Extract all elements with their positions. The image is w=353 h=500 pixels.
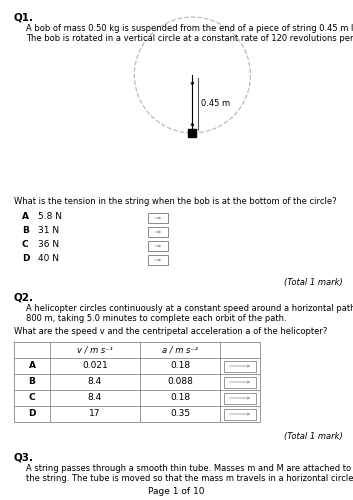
Text: D: D (28, 410, 36, 418)
Bar (148, 255, 168, 265)
Text: 8.4: 8.4 (88, 378, 102, 386)
Text: 5.8 N: 5.8 N (38, 212, 62, 221)
Text: a / m s⁻²: a / m s⁻² (162, 346, 198, 354)
Text: Q3.: Q3. (14, 452, 34, 462)
Text: 0.18: 0.18 (170, 394, 190, 402)
Text: 31 N: 31 N (38, 226, 59, 235)
Text: the string. The tube is moved so that the mass m travels in a horizontal circle : the string. The tube is moved so that th… (26, 474, 353, 483)
Text: C: C (22, 240, 29, 249)
Bar (148, 213, 168, 223)
Text: The bob is rotated in a vertical circle at a constant rate of 120 revolutions pe: The bob is rotated in a vertical circle … (26, 34, 353, 43)
Text: A: A (29, 362, 36, 370)
Text: A helicopter circles continuously at a constant speed around a horizontal path o: A helicopter circles continuously at a c… (26, 304, 353, 313)
Text: Page 1 of 10: Page 1 of 10 (148, 487, 205, 496)
Text: 0.021: 0.021 (82, 362, 108, 370)
Text: A: A (22, 212, 29, 221)
Text: v / m s⁻¹: v / m s⁻¹ (77, 346, 113, 354)
Text: (Total 1 mark): (Total 1 mark) (284, 432, 343, 441)
Text: A bob of mass 0.50 kg is suspended from the end of a piece of string 0.45 m long: A bob of mass 0.50 kg is suspended from … (26, 24, 353, 33)
Text: A string passes through a smooth thin tube. Masses m and M are attached to the e: A string passes through a smooth thin tu… (26, 464, 353, 473)
Text: 0.088: 0.088 (167, 378, 193, 386)
Text: 800 m, taking 5.0 minutes to complete each orbit of the path.: 800 m, taking 5.0 minutes to complete ea… (26, 314, 287, 323)
Text: 40 N: 40 N (38, 254, 59, 263)
Bar (189, 129, 196, 137)
Bar (148, 227, 168, 237)
Text: 0.18: 0.18 (170, 362, 190, 370)
Text: B: B (29, 378, 35, 386)
Bar (148, 241, 168, 251)
Bar (224, 360, 256, 372)
Text: 0.35: 0.35 (170, 410, 190, 418)
Text: Q1.: Q1. (14, 12, 34, 22)
Text: 8.4: 8.4 (88, 394, 102, 402)
Text: 17: 17 (89, 410, 101, 418)
Bar (224, 376, 256, 388)
Text: C: C (29, 394, 35, 402)
Text: D: D (22, 254, 30, 263)
Text: 36 N: 36 N (38, 240, 59, 249)
Text: What are the speed v and the centripetal acceleration a of the helicopter?: What are the speed v and the centripetal… (14, 327, 327, 336)
Text: Q2.: Q2. (14, 292, 34, 302)
Text: 0.45 m: 0.45 m (201, 100, 231, 108)
Text: (Total 1 mark): (Total 1 mark) (284, 278, 343, 287)
Text: B: B (22, 226, 29, 235)
Bar (224, 392, 256, 404)
Text: What is the tension in the string when the bob is at the bottom of the circle?: What is the tension in the string when t… (14, 197, 337, 206)
Bar (224, 408, 256, 420)
